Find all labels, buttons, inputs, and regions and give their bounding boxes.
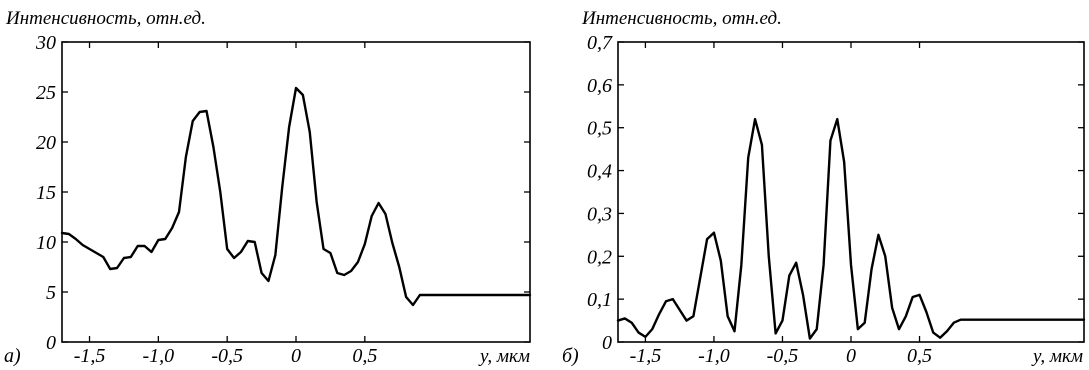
panel-a-tick-labels: 0 5 10 15 20 25 30 -1,5 -1,0 -0,5 0 0,5 bbox=[35, 32, 377, 367]
panel-a-letter: а) bbox=[4, 345, 21, 367]
panel-a: Интенсивность, отн.ед. 0 5 10 15 20 25 30 -1,5 -… bbox=[4, 8, 532, 367]
panel-a-x-tick-label: -0,5 bbox=[211, 345, 243, 367]
panel-b-y-tick-label: 0,3 bbox=[587, 203, 612, 225]
panel-a-intensity-curve bbox=[60, 86, 532, 307]
panel-b-y-tick-label: 0,7 bbox=[587, 32, 613, 54]
panel-b-x-tick-label: 0,5 bbox=[907, 345, 932, 367]
panel-a-x-tick-label: -1,0 bbox=[143, 345, 175, 367]
panel-b-y-tick-label: 0,4 bbox=[587, 161, 612, 183]
panel-a-y-tick-label: 0 bbox=[46, 332, 56, 354]
panel-b-y-tick-label: 0,5 bbox=[587, 118, 612, 140]
panel-b-xlabel: y, мкм bbox=[1031, 346, 1083, 367]
panel-b-y-tick-label: 0,1 bbox=[587, 289, 612, 311]
panel-b-ylabel: Интенсивность, отн.ед. bbox=[581, 8, 782, 29]
panel-b-x-tick-label: 0 bbox=[846, 345, 856, 367]
panel-b-plot-frame bbox=[617, 41, 1085, 343]
panel-b-x-tick-label: -1,0 bbox=[698, 345, 730, 367]
panel-a-y-tick-label: 15 bbox=[36, 182, 56, 204]
panel-b-y-tick-label: 0,6 bbox=[587, 75, 612, 97]
panel-a-x-tick-label: -1,5 bbox=[74, 345, 106, 367]
panel-b-letter: б) bbox=[562, 345, 579, 367]
panel-b-tick-labels: 0 0,1 0,2 0,3 0,4 0,5 0,6 0,7 -1,5 -1,0 -0,5 0 0,5 bbox=[587, 32, 932, 367]
panel-a-y-tick-label: 25 bbox=[36, 82, 56, 104]
panel-b-x-tick-label: -1,5 bbox=[630, 345, 662, 367]
panel-a-y-tick-label: 5 bbox=[46, 282, 56, 304]
panel-a-x-tick-label: 0,5 bbox=[352, 345, 377, 367]
panel-b: Интенсивность, отн.ед. 00,10,20,30,40,50… bbox=[562, 8, 1086, 367]
panel-a-y-tick-label: 30 bbox=[35, 32, 56, 54]
panel-a-y-tick-label: 10 bbox=[36, 232, 56, 254]
panel-b-y-tick-label: 0 bbox=[602, 332, 612, 354]
panel-a-y-tick-label: 20 bbox=[36, 132, 56, 154]
panel-a-ylabel: Интенсивность, отн.ед. bbox=[5, 8, 206, 29]
panel-b-ticks bbox=[618, 41, 1084, 343]
panel-a-ticks bbox=[62, 41, 530, 343]
panel-a-xlabel: y, мкм bbox=[478, 346, 530, 367]
panel-b-x-tick-label: -0,5 bbox=[767, 345, 799, 367]
panel-b-y-tick-label: 0,2 bbox=[587, 246, 612, 268]
panel-b-intensity-curve bbox=[616, 117, 1086, 340]
panel-a-x-tick-label: 0 bbox=[291, 345, 301, 367]
